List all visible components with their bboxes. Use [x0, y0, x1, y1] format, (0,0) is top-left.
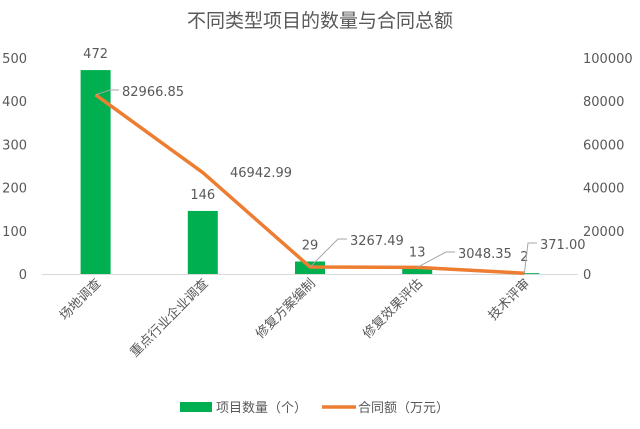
- y-left-tick-label: 300: [2, 138, 27, 153]
- line-data-label: 46942.99: [230, 166, 292, 181]
- line-data-label: 371.00: [540, 238, 586, 253]
- line-data-label: 3048.35: [458, 247, 512, 262]
- y-left-tick-label: 100: [2, 225, 27, 240]
- leader-line: [309, 238, 347, 268]
- legend-bar-label: 项目数量（个）: [216, 401, 307, 416]
- bar-data-label: 2: [520, 250, 528, 265]
- bar: [187, 210, 218, 274]
- y-right-tick-label: 20000: [583, 225, 624, 240]
- legend-line-label: 合同额（万元）: [358, 401, 449, 416]
- line-data-label: 82966.85: [122, 85, 184, 100]
- chart-title: 不同类型项目的数量与合同总额: [187, 10, 453, 32]
- bar-data-label: 29: [302, 238, 319, 253]
- bar-data-label: 13: [409, 245, 426, 260]
- bar: [509, 273, 540, 274]
- y-right-tick-label: 0: [583, 268, 591, 283]
- category-label: 场地调查: [57, 276, 104, 323]
- category-label: 技术评审: [486, 276, 533, 323]
- y-right-tick-label: 80000: [583, 95, 624, 110]
- category-label: 修复方案编制: [252, 276, 318, 342]
- leader-line: [523, 242, 537, 274]
- y-right-tick-label: 60000: [583, 138, 624, 153]
- category-label: 修复效果评估: [360, 276, 426, 342]
- y-left-tick-label: 200: [2, 182, 27, 197]
- y-left-tick-label: 400: [2, 95, 27, 110]
- leader-line: [95, 89, 119, 96]
- bar: [402, 268, 433, 274]
- y-left-tick-label: 500: [2, 52, 27, 67]
- leader-line: [416, 251, 455, 268]
- bar-data-label: 146: [190, 188, 215, 203]
- line-data-label: 3267.49: [350, 234, 404, 249]
- y-right-tick-label: 100000: [583, 52, 633, 67]
- y-left-tick-label: 0: [19, 268, 27, 283]
- legend-bar-swatch: [180, 402, 212, 412]
- category-label: 重点行业企业调查: [127, 276, 212, 361]
- bar-data-label: 472: [83, 47, 108, 62]
- y-right-tick-label: 40000: [583, 182, 624, 197]
